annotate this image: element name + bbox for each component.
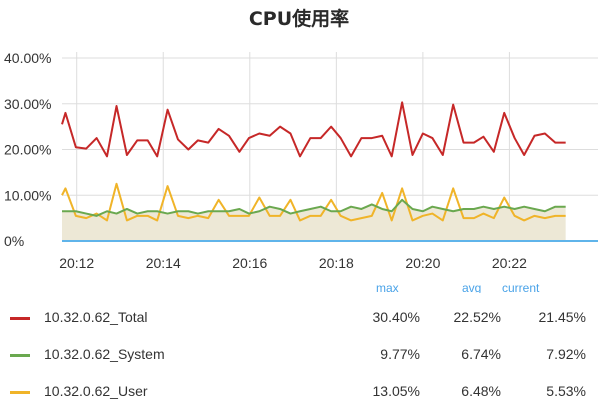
legend-header-avg[interactable]: avg	[462, 281, 482, 293]
legend-current-value: 5.53%	[546, 383, 586, 399]
series-line-total	[61, 101, 566, 158]
legend-avg-value: 22.52%	[453, 309, 501, 325]
x-tick-label: 20:14	[146, 255, 181, 271]
legend-max-value: 30.40%	[372, 309, 420, 325]
y-tick-label: 40.00%	[4, 50, 51, 66]
legend-avg-value: 6.74%	[461, 346, 501, 362]
chart-lines	[61, 101, 598, 242]
y-tick-label: 20.00%	[4, 142, 51, 158]
legend-series-name: 10.32.0.62_User	[44, 383, 148, 399]
legend-swatch-total	[10, 317, 30, 320]
legend-current-value: 7.92%	[546, 346, 586, 362]
series-line-user	[61, 182, 566, 222]
y-tick-label: 0%	[4, 233, 24, 249]
y-axis-labels: 0% 10.00% 20.00% 30.00% 40.00%	[4, 50, 51, 249]
legend-row-user[interactable]: 10.32.0.62_User 13.05% 6.48% 5.53%	[0, 380, 598, 404]
legend-max-value: 13.05%	[372, 383, 420, 399]
legend-swatch-system	[10, 354, 30, 357]
x-tick-label: 20:16	[232, 255, 267, 271]
x-tick-label: 20:18	[319, 255, 354, 271]
x-tick-label: 20:22	[492, 255, 527, 271]
x-tick-label: 20:12	[59, 255, 94, 271]
legend-header-max[interactable]: max	[376, 281, 399, 293]
y-tick-label: 10.00%	[4, 187, 51, 203]
legend-avg-value: 6.48%	[461, 383, 501, 399]
legend-series-name: 10.32.0.62_Total	[44, 309, 148, 325]
x-tick-label: 20:20	[405, 255, 440, 271]
legend-current-value: 21.45%	[538, 309, 586, 325]
system-area-fill	[62, 199, 566, 241]
chart-title: CPU使用率	[248, 8, 350, 30]
legend-row-total[interactable]: 10.32.0.62_Total 30.40% 22.52% 21.45%	[0, 306, 598, 330]
legend-row-system[interactable]: 10.32.0.62_System 9.77% 6.74% 7.92%	[0, 343, 598, 367]
legend-max-value: 9.77%	[380, 346, 420, 362]
cpu-line-chart: 0%10.00%20.00%30.00%40.00% 20:12 20:14 20:…	[4, 50, 598, 271]
legend-header-current[interactable]: current	[502, 281, 540, 293]
legend-series-name: 10.32.0.62_System	[44, 346, 165, 362]
x-axis-labels: 20:12 20:14 20:16 20:18 20:20 20:22	[59, 255, 527, 271]
series-line-system	[62, 198, 566, 217]
chart-area-fill	[62, 199, 566, 241]
y-tick-label: 30.00%	[4, 96, 51, 112]
legend-header: max avg current	[0, 277, 598, 293]
legend-swatch-user	[10, 391, 30, 394]
